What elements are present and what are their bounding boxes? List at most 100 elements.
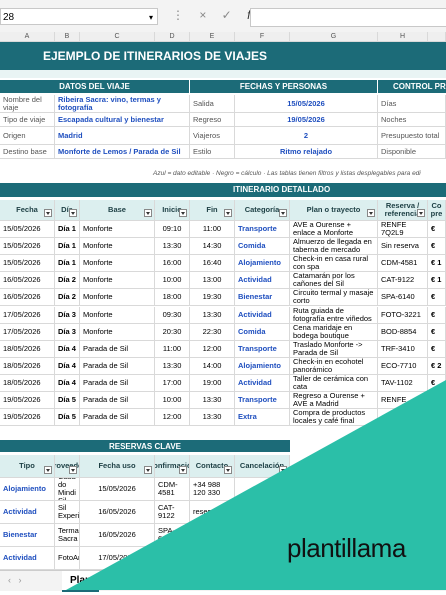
table-cell	[235, 478, 290, 501]
table-cell: reservas	[190, 501, 235, 524]
table-cell: 17/05/2026	[0, 306, 55, 324]
table-cell: € 1	[428, 255, 446, 273]
field-label: Estilo	[190, 145, 235, 159]
table-cell: 20:30	[155, 323, 190, 341]
filter-button[interactable]	[144, 466, 152, 474]
table-cell: RENFE 7Q2L9	[378, 221, 428, 239]
filter-button[interactable]	[224, 466, 232, 474]
table-cell: 17:00	[155, 374, 190, 392]
filter-button[interactable]	[224, 209, 232, 217]
column-header: H	[378, 32, 428, 42]
note: Azul = dato editable · Negro = cálculo ·…	[153, 170, 421, 177]
formula-input[interactable]	[250, 8, 446, 27]
table-cell: 13:30	[190, 409, 235, 427]
table-cell: CDM-4581	[378, 255, 428, 273]
table-cell: 11:00	[190, 221, 235, 239]
filter-button[interactable]	[417, 209, 425, 217]
filter-button[interactable]	[44, 209, 52, 217]
table-cell: Día 3	[55, 323, 80, 341]
title-strip	[0, 70, 446, 78]
filter-button[interactable]	[279, 466, 287, 474]
section-header: CONTROL PRES	[378, 80, 446, 93]
field-label: Tipo de viaje	[0, 113, 55, 127]
table-cell: 14:30	[190, 238, 235, 256]
column-header: B	[55, 32, 80, 42]
table-cell: SPA-6140	[378, 289, 428, 307]
table-cell: 19/05/2026	[0, 392, 55, 410]
table-cell: Día 3	[55, 306, 80, 324]
section-header: DATOS DEL VIAJE	[0, 80, 189, 93]
field-label: Viajeros	[190, 127, 235, 145]
filter-button[interactable]	[179, 209, 187, 217]
table-cell: Sin reserva	[378, 238, 428, 256]
table-cell: Día 1	[55, 221, 80, 239]
table-header: Co pre	[428, 200, 446, 221]
table-cell: Transporte	[235, 221, 290, 239]
table-cell	[235, 547, 290, 570]
table-cell: Día 2	[55, 272, 80, 290]
table-cell: €	[428, 221, 446, 239]
filter-button[interactable]	[279, 209, 287, 217]
table-cell: Monforte	[80, 323, 155, 341]
table-cell: Monforte	[80, 221, 155, 239]
sheet-title: EJEMPLO DE ITINERARIOS DE VIAJES	[43, 49, 268, 63]
table-cell: €	[428, 392, 446, 410]
table-cell	[378, 409, 428, 427]
table-cell: FOTO-3221	[378, 306, 428, 324]
table-cell: Alojamiento	[0, 478, 55, 501]
column-header: F	[235, 32, 290, 42]
sheet-tabs: ‹ › Plan	[0, 570, 446, 592]
table-cell: €	[428, 374, 446, 392]
filter-button[interactable]	[69, 466, 77, 474]
table-cell: 13:30	[190, 306, 235, 324]
table-cell: Check-in en ecohotel panorámico	[290, 357, 378, 375]
table-cell: Actividad	[235, 374, 290, 392]
sheet-tab[interactable]: Plan	[62, 571, 100, 592]
table-cell: Alojamiento	[235, 255, 290, 273]
filter-button[interactable]	[367, 209, 375, 217]
table-cell: 13:30	[155, 357, 190, 375]
formula-bar: 28▾ ⋮ × ✓ fx	[0, 0, 446, 33]
table-cell: 18/05/2026	[0, 357, 55, 375]
table-cell: Regreso a Ourense + AVE a Madrid	[290, 392, 378, 410]
table-cell: Transporte	[235, 392, 290, 410]
table-cell: Catamarán por los cañones del Sil	[290, 272, 378, 290]
field-value: 19/05/2026	[235, 113, 378, 127]
table-cell: Cena maridaje en bodega boutique	[290, 323, 378, 341]
table-cell: 10:00	[155, 272, 190, 290]
table-cell: Sil Experience	[55, 501, 80, 524]
filter-button[interactable]	[44, 466, 52, 474]
table-cell: Taller de cerámica con cata	[290, 374, 378, 392]
table-header: Cancelación	[235, 455, 290, 478]
table-title: ITINERARIO DETALLADO	[233, 185, 331, 194]
table-cell: 18:00	[155, 289, 190, 307]
table-cell: 12:00	[190, 340, 235, 358]
title-band	[0, 42, 446, 70]
filter-button[interactable]	[179, 466, 187, 474]
filter-button[interactable]	[144, 209, 152, 217]
table-cell	[428, 409, 446, 427]
table-header: Categoría	[235, 200, 290, 221]
table-cell: € 1	[428, 272, 446, 290]
table-cell: Extra	[235, 409, 290, 427]
table-cell: FotoAndar	[55, 547, 80, 570]
field-label: Origen	[0, 127, 55, 145]
filter-button[interactable]	[69, 209, 77, 217]
name-box[interactable]: 28 ▾	[0, 8, 158, 25]
column-header: D	[155, 32, 190, 42]
table-cell: 10:00	[155, 392, 190, 410]
table-cell: Parada de Sil	[80, 357, 155, 375]
table-cell: 09:30	[155, 306, 190, 324]
table-cell: 16/05/2026	[80, 524, 155, 547]
table-cell: TRF-3410	[378, 340, 428, 358]
table-cell: € 2	[428, 357, 446, 375]
column-header: A	[0, 32, 55, 42]
table-cell: CAT-9122	[378, 272, 428, 290]
table-cell: 12:00	[155, 409, 190, 427]
table-cell: 16:00	[155, 255, 190, 273]
table-cell: 13:30	[190, 392, 235, 410]
reservations-band: RESERVAS CLAVE	[0, 440, 290, 452]
table-cell: Monforte	[80, 306, 155, 324]
table-cell: 16/05/2026	[80, 501, 155, 524]
